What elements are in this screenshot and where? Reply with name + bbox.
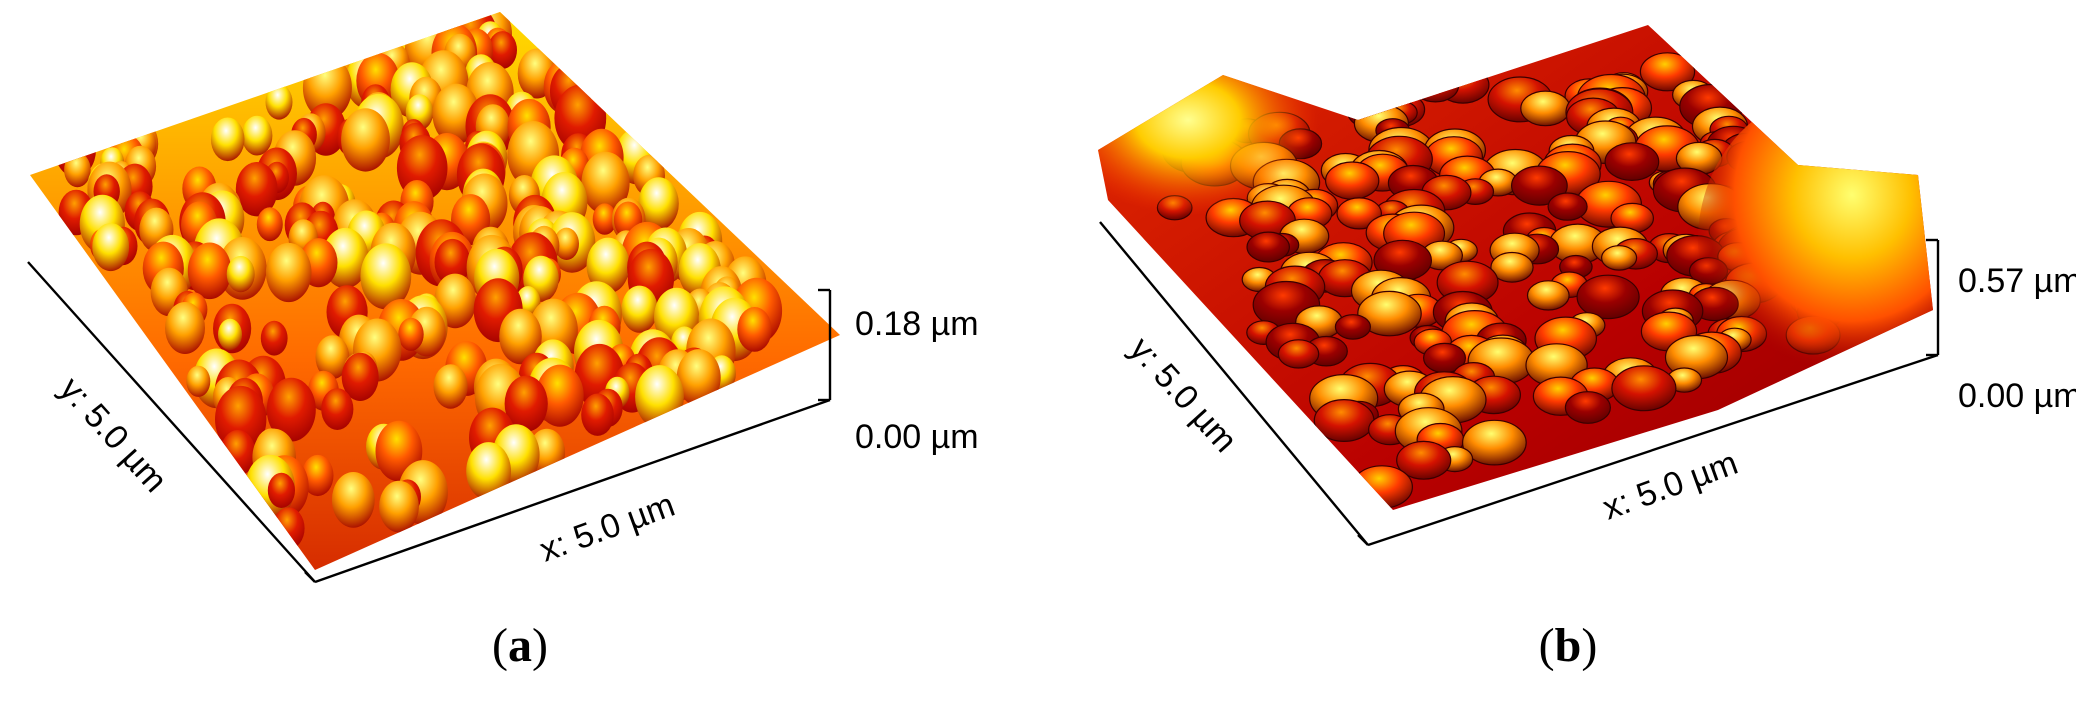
surface-grain [1325, 161, 1380, 200]
surface-peak [635, 365, 684, 429]
afm-panel-a: 0.18 µm 0.00 µm x: 5.0 µm y: 5.0 µm (a) [0, 0, 1038, 720]
afm-surface-plot-a: 0.18 µm 0.00 µm x: 5.0 µm y: 5.0 µm [27, 12, 979, 584]
surface-grain [1351, 465, 1414, 509]
surface-peak [398, 317, 424, 351]
surface-peaks-a [54, 12, 783, 550]
surface-hill-left [1098, 25, 1318, 215]
caption-letter: b [1554, 619, 1582, 672]
surface-peak [581, 151, 630, 215]
surface-peak [210, 117, 245, 162]
afm-panel-b: 0.57 µm 0.00 µm x: 5.0 µm y: 5.0 µm (b) [1038, 0, 2076, 720]
afm-surface-plot-b: 0.57 µm 0.00 µm x: 5.0 µm y: 5.0 µm [1098, 25, 2076, 547]
y-axis-label: y: 5.0 µm [52, 370, 174, 500]
surface-peak [586, 237, 630, 294]
x-axis-line [314, 398, 831, 584]
surface-peak [256, 207, 283, 242]
surface-grain [1396, 440, 1452, 480]
caption-close-paren: ) [1581, 619, 1598, 672]
panel-caption-a: (a) [420, 618, 620, 673]
surface-peak [301, 454, 334, 497]
surface-peak [272, 507, 305, 550]
surface-grain [1611, 365, 1677, 412]
z-max-label: 0.18 µm [855, 305, 979, 343]
surface-peak [265, 242, 312, 303]
caption-letter: a [508, 619, 532, 672]
corner-tick [1357, 534, 1369, 546]
surface-grain [1334, 314, 1371, 340]
y-axis-label: y: 5.0 µm [1122, 330, 1244, 460]
surface-peak [266, 377, 316, 442]
surface-peak [535, 364, 584, 427]
surface-peak [92, 223, 130, 272]
surface-grain [1277, 339, 1320, 369]
surface-grain [1564, 391, 1612, 424]
surface-grain [1520, 90, 1571, 127]
surface-peak [187, 242, 232, 300]
surface-peak [315, 335, 350, 380]
surface-grain [1462, 419, 1527, 466]
surface-grain [1336, 197, 1383, 230]
surface-grain [1313, 399, 1375, 443]
surface-grain [1600, 245, 1638, 271]
surface-peak [64, 152, 91, 188]
surface-peak [226, 255, 255, 293]
z-min-label: 0.00 µm [855, 418, 979, 456]
surface-grain [1511, 165, 1568, 206]
x-axis-label: x: 5.0 µm [1598, 444, 1743, 528]
surface-peak [554, 227, 579, 260]
y-axis-line [1099, 221, 1369, 546]
surface-grain [1547, 192, 1588, 221]
surface-peak [241, 115, 273, 156]
surface-peak [592, 203, 617, 235]
caption-open-paren: ( [492, 619, 508, 672]
surface-grain [1639, 52, 1696, 92]
surface-peak [676, 349, 721, 407]
surface-peak [218, 318, 242, 351]
surface-peak [504, 375, 548, 432]
surface-grain [1490, 251, 1534, 283]
surface-peak [267, 472, 295, 508]
surface-grain [1411, 68, 1460, 103]
surface-peak [235, 162, 278, 217]
surface-peak [321, 388, 354, 430]
y-axis-line [27, 261, 316, 583]
surface-peak [341, 352, 379, 401]
surface-grain [1246, 231, 1291, 263]
surface-grain [1526, 280, 1570, 311]
surface-peak [360, 243, 412, 310]
z-max-label: 0.57 µm [1958, 262, 2076, 300]
surface-grain [1357, 290, 1422, 337]
surface-peak [621, 285, 658, 333]
surface-peak [433, 364, 468, 409]
surface-peak [466, 442, 511, 501]
surface-peak [331, 472, 375, 528]
surface-peak [165, 302, 205, 354]
surface-topography-a [30, 12, 840, 570]
x-axis-label: x: 5.0 µm [535, 486, 680, 570]
surface-peak [379, 480, 419, 533]
surface-peak [638, 177, 679, 230]
surface-peak [488, 31, 517, 69]
x-axis-line [1367, 353, 1939, 547]
surface-peak [341, 108, 390, 172]
z-min-label: 0.00 µm [1958, 377, 2076, 415]
surface-peak [260, 320, 288, 356]
surface-grain [1576, 274, 1640, 320]
corner-tick [304, 571, 316, 583]
surface-peak [499, 308, 542, 365]
surface-peak [186, 365, 211, 397]
panel-caption-b: (b) [1468, 618, 1668, 673]
surface-peak [434, 238, 471, 286]
surface-grain [1604, 142, 1660, 182]
surface-peak [265, 84, 293, 120]
caption-open-paren: ( [1538, 619, 1555, 672]
surface-peak [581, 393, 614, 436]
surface-peak [737, 307, 772, 352]
caption-close-paren: ) [532, 619, 548, 672]
